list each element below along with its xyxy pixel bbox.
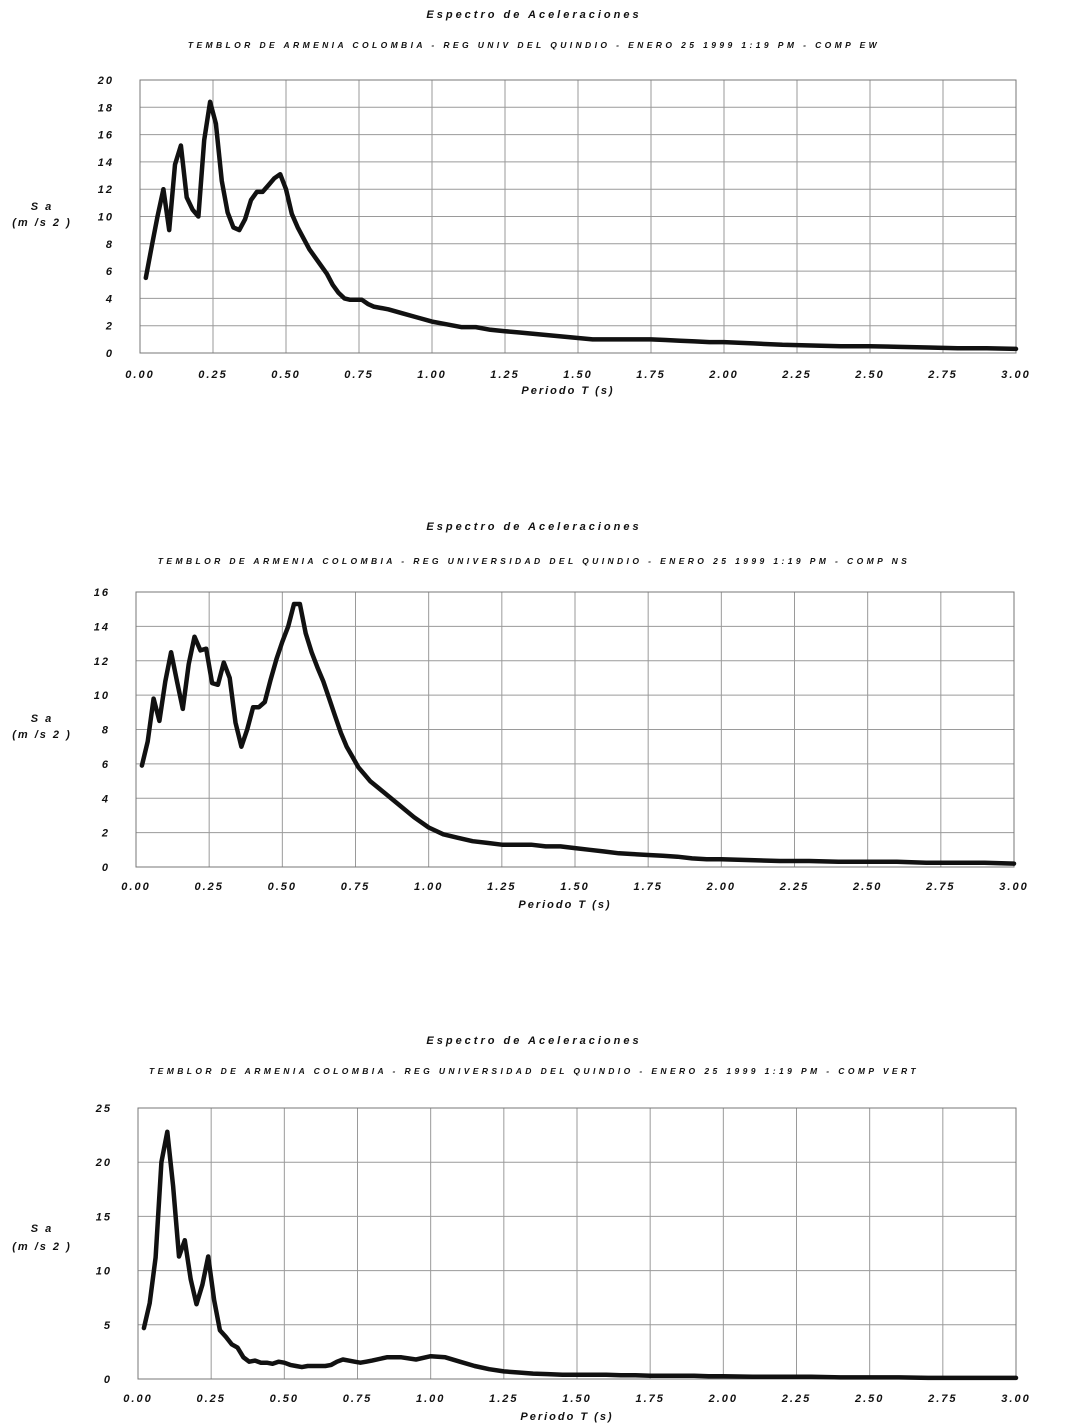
chart-1-ylabel-unit: (m /s 2 )	[12, 729, 72, 741]
chart-2-ytick-label: 15	[96, 1211, 112, 1223]
chart-1-xtick-label: 2.75	[925, 881, 955, 893]
chart-0-xtick-label: 2.50	[854, 369, 884, 381]
chart-panel-ew: Espectro de Aceleraciones TEMBLOR DE ARME…	[0, 0, 1068, 420]
chart-vert: Espectro de Aceleraciones TEMBLOR DE ARME…	[12, 1035, 1030, 1423]
chart-0-xtick-label: 2.75	[927, 369, 957, 381]
chart-1-xtick-label: 1.00	[414, 881, 443, 893]
chart-1-xtick-label: 2.00	[706, 881, 736, 893]
chart-1-ytick-label: 16	[94, 587, 110, 599]
chart-2-xtick-label: 2.50	[854, 1393, 884, 1405]
chart-1-ytick-label: 4	[101, 793, 110, 805]
chart-ew: Espectro de Aceleraciones TEMBLOR DE ARME…	[12, 9, 1030, 397]
chart-0-plot-frame	[139, 79, 1017, 354]
chart-0-xtick-label: 1.75	[636, 369, 665, 381]
chart-1-xtick-label: 0.75	[341, 881, 370, 893]
chart-0-grid	[139, 79, 1017, 354]
chart-0-xtick-label: 1.50	[563, 369, 592, 381]
chart-2-xtick-label: 1.25	[489, 1393, 518, 1405]
chart-2-ylabel: S a	[31, 1223, 54, 1235]
chart-1-ytick-label: 2	[101, 828, 110, 840]
chart-2-ytick-label: 10	[96, 1266, 112, 1278]
chart-0-ytick-label: 14	[98, 157, 114, 169]
chart-2-xtick-label: 1.00	[416, 1393, 445, 1405]
chart-2-xtick-label: 3.00	[1001, 1393, 1030, 1405]
chart-0-ytick-label: 2	[105, 321, 114, 333]
chart-0-xtick-label: 0.50	[271, 369, 300, 381]
chart-1-xlabel: Periodo T (s)	[518, 899, 611, 911]
chart-2-xtick-label: 2.75	[927, 1393, 957, 1405]
chart-1-ylabel: S a	[31, 713, 54, 725]
chart-2-ylabel-unit: (m /s 2 )	[12, 1241, 72, 1253]
chart-0-xtick-label: 0.75	[344, 369, 373, 381]
chart-1-xtick-label: 1.50	[560, 881, 589, 893]
chart-0-ytick-label: 20	[97, 75, 114, 87]
chart-0-series-line	[143, 99, 1019, 352]
chart-0-ytick-label: 18	[98, 102, 114, 114]
chart-2-xtick-label: 2.00	[708, 1393, 738, 1405]
chart-0-xtick-label: 1.00	[417, 369, 446, 381]
chart-2-subtitle: TEMBLOR DE ARMENIA COLOMBIA - REG UNIVER…	[149, 1066, 919, 1076]
chart-1-ytick-label: 14	[94, 621, 110, 633]
chart-1-xtick-label: 2.50	[852, 881, 882, 893]
chart-0-xtick-label: 1.25	[490, 369, 519, 381]
chart-1-title: Espectro de Aceleraciones	[426, 521, 641, 533]
chart-2-plot-frame	[137, 1107, 1017, 1380]
chart-1-ytick-label: 6	[102, 759, 110, 771]
chart-0-ytick-label: 4	[105, 293, 114, 305]
chart-ns: Espectro de Aceleraciones TEMBLOR DE ARME…	[12, 521, 1028, 911]
chart-1-xtick-label: 2.25	[779, 881, 809, 893]
chart-2-xtick-label: 0.75	[343, 1393, 372, 1405]
chart-1-ytick-label: 12	[94, 656, 110, 668]
chart-1-ytick-label: 10	[94, 690, 110, 702]
chart-1-xtick-label: 1.75	[633, 881, 662, 893]
chart-2-ytick-label: 25	[95, 1103, 112, 1115]
chart-0-xtick-label: 0.25	[198, 369, 227, 381]
chart-2-xtick-label: 0.00	[123, 1393, 152, 1405]
chart-2-grid	[137, 1107, 1017, 1380]
chart-2-xtick-label: 1.75	[635, 1393, 664, 1405]
chart-0-ytick-label: 8	[106, 239, 114, 251]
chart-1-xtick-label: 0.25	[194, 881, 223, 893]
chart-panel-vert: Espectro de Aceleraciones TEMBLOR DE ARME…	[0, 1026, 1068, 1424]
chart-2-xtick-label: 0.25	[196, 1393, 225, 1405]
chart-0-title: Espectro de Aceleraciones	[426, 9, 641, 21]
chart-1-xtick-label: 0.50	[268, 881, 297, 893]
chart-0-xtick-label: 2.00	[708, 369, 738, 381]
chart-0-ytick-label: 10	[98, 212, 114, 224]
chart-0-ytick-label: 12	[98, 184, 114, 196]
chart-0-ytick-label: 0	[106, 348, 114, 360]
chart-0-xtick-label: 0.00	[125, 369, 154, 381]
chart-1-plot-frame	[135, 591, 1015, 868]
chart-panel-ns: Espectro de Aceleraciones TEMBLOR DE ARME…	[0, 512, 1068, 932]
chart-0-ytick-label: 16	[98, 130, 114, 142]
chart-2-xtick-label: 1.50	[562, 1393, 591, 1405]
chart-1-xtick-label: 3.00	[999, 881, 1028, 893]
chart-1-xtick-label: 1.25	[487, 881, 516, 893]
chart-0-xtick-label: 3.00	[1001, 369, 1030, 381]
chart-2-xtick-label: 2.25	[781, 1393, 811, 1405]
chart-2-ytick-label: 0	[104, 1374, 112, 1386]
chart-2-xlabel: Periodo T (s)	[520, 1411, 613, 1423]
chart-0-ytick-label: 6	[106, 266, 114, 278]
chart-1-series-line	[139, 601, 1017, 866]
chart-0-xtick-label: 2.25	[781, 369, 811, 381]
chart-2-title: Espectro de Aceleraciones	[426, 1035, 641, 1047]
chart-0-subtitle: TEMBLOR DE ARMENIA COLOMBIA - REG UNIV D…	[188, 40, 880, 50]
chart-2-xtick-label: 0.50	[270, 1393, 299, 1405]
chart-0-ylabel-unit: (m /s 2 )	[12, 217, 72, 229]
chart-1-ytick-label: 0	[102, 862, 110, 874]
chart-0-ylabel: S a	[31, 201, 54, 213]
chart-0-xlabel: Periodo T (s)	[521, 385, 614, 397]
chart-1-ytick-label: 8	[102, 725, 110, 737]
chart-2-ytick-label: 5	[104, 1320, 112, 1332]
chart-2-ytick-label: 20	[95, 1157, 112, 1169]
chart-1-xtick-label: 0.00	[121, 881, 150, 893]
chart-2-series-line	[141, 1129, 1019, 1381]
chart-1-grid	[135, 591, 1015, 868]
chart-1-subtitle: TEMBLOR DE ARMENIA COLOMBIA - REG UNIVER…	[158, 556, 910, 566]
